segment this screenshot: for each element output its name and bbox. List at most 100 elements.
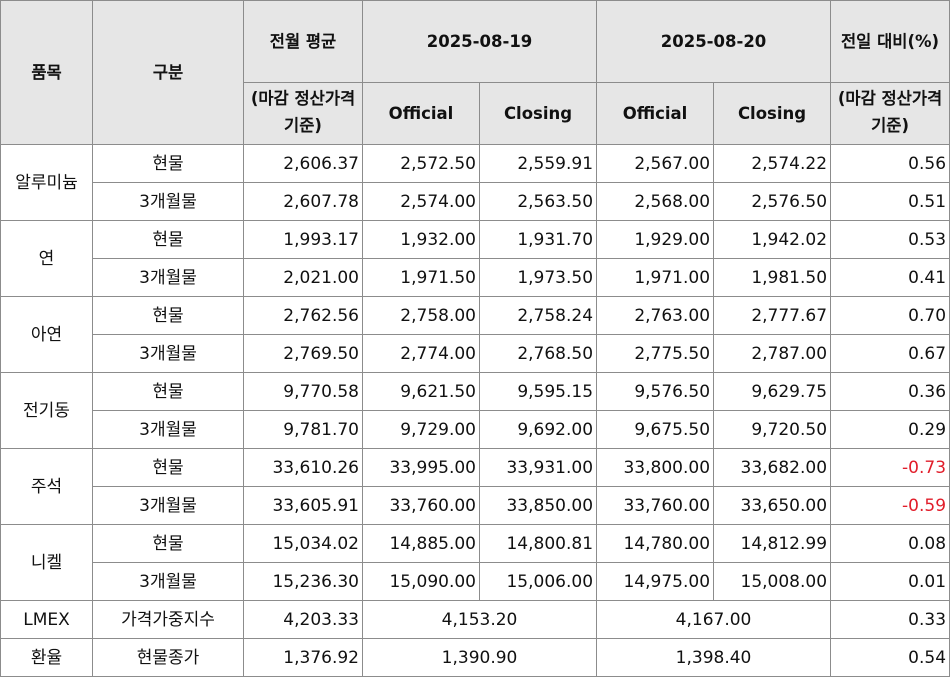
category-cell: 현물	[92, 296, 244, 335]
d1-official-cell: 2,758.00	[362, 296, 480, 335]
d2-closing-cell: 2,777.67	[713, 296, 832, 335]
header-item: 품목	[0, 0, 93, 145]
table-row: 주석 현물 33,610.26 33,995.00 33,931.00 33,800.00…	[0, 448, 951, 525]
change-cell: 0.51	[830, 182, 951, 221]
item-name: 전기동	[0, 372, 93, 449]
table-body: 알루미늄 현물 2,606.37 2,572.50 2,559.91 2,567.00 2,…	[0, 144, 951, 677]
change-cell: 0.01	[830, 562, 951, 601]
d1-closing-cell: 1,931.70	[478, 220, 598, 259]
d1-closing-cell: 2,563.50	[478, 182, 598, 221]
d2-closing-cell: 9,629.75	[713, 372, 832, 411]
d2-official-cell: 9,576.50	[596, 372, 715, 411]
d1-official-cell: 15,090.00	[362, 562, 480, 601]
d2-official-cell: 1,929.00	[596, 220, 715, 259]
d2-closing-cell: 15,008.00	[713, 562, 832, 601]
change-cell: -0.59	[830, 486, 951, 525]
d1-value-cell: 1,390.90	[361, 638, 598, 677]
header-change-note: (마감 정산가격 기준)	[830, 82, 951, 145]
d2-closing-cell: 1,981.50	[713, 258, 832, 297]
avg-cell: 2,606.37	[243, 144, 363, 183]
header-d2-closing: Closing	[713, 82, 832, 145]
d1-closing-cell: 14,800.81	[478, 524, 598, 563]
avg-cell: 9,770.58	[243, 372, 363, 411]
item-name: 알루미늄	[0, 144, 93, 221]
header-date-1: 2025-08-19	[361, 0, 598, 83]
table-row: LMEX 가격가중지수 4,203.33 4,153.20 4,167.00 0.33	[0, 600, 951, 639]
avg-cell: 2,021.00	[243, 258, 363, 297]
change-cell: 0.08	[830, 524, 951, 563]
category-cell: 3개월물	[92, 486, 244, 525]
category-cell: 3개월물	[92, 410, 244, 449]
item-name: 아연	[0, 296, 93, 373]
change-cell: 0.41	[830, 258, 951, 297]
d1-official-cell: 9,729.00	[362, 410, 480, 449]
category-cell: 현물	[92, 448, 244, 487]
d1-closing-cell: 2,758.24	[478, 296, 598, 335]
category-cell: 현물종가	[92, 638, 244, 677]
item-name: 주석	[0, 448, 93, 525]
d1-value-cell: 4,153.20	[361, 600, 598, 639]
change-cell: 0.54	[830, 638, 951, 677]
d2-closing-cell: 2,576.50	[713, 182, 832, 221]
d2-closing-cell: 2,787.00	[713, 334, 832, 373]
d2-closing-cell: 1,942.02	[713, 220, 832, 259]
d1-official-cell: 33,995.00	[362, 448, 480, 487]
d2-official-cell: 33,760.00	[596, 486, 715, 525]
category-cell: 3개월물	[92, 562, 244, 601]
d2-official-cell: 14,780.00	[596, 524, 715, 563]
header-date-2: 2025-08-20	[596, 0, 832, 83]
table-row: 3개월물 15,236.30 15,090.00 15,006.00 14,975.00…	[1, 562, 951, 601]
d1-official-cell: 9,621.50	[362, 372, 480, 411]
change-cell: 0.33	[830, 600, 951, 639]
change-cell: -0.73	[830, 448, 951, 487]
table-row: 알루미늄 현물 2,606.37 2,572.50 2,559.91 2,567.00 2,…	[0, 144, 951, 221]
d1-closing-cell: 33,850.00	[478, 486, 598, 525]
change-cell: 0.53	[830, 220, 951, 259]
table-row: 3개월물 9,781.70 9,729.00 9,692.00 9,675.50 9,72…	[1, 410, 951, 449]
d1-official-cell: 14,885.00	[362, 524, 480, 563]
d2-closing-cell: 33,650.00	[713, 486, 832, 525]
category-cell: 현물	[92, 524, 244, 563]
header-d2-official: Official	[596, 82, 715, 145]
d2-value-cell: 1,398.40	[596, 638, 832, 677]
d1-closing-cell: 9,692.00	[478, 410, 598, 449]
avg-cell: 2,769.50	[243, 334, 363, 373]
change-cell: 0.36	[830, 372, 951, 411]
change-cell: 0.56	[830, 144, 951, 183]
avg-cell: 9,781.70	[243, 410, 363, 449]
avg-cell: 15,236.30	[243, 562, 363, 601]
d1-official-cell: 2,572.50	[362, 144, 480, 183]
table-row: 환율 현물종가 1,376.92 1,390.90 1,398.40 0.54	[0, 638, 951, 677]
header-daily-change: 전일 대비(%)	[830, 0, 951, 83]
table-row: 3개월물 2,021.00 1,971.50 1,973.50 1,971.00 1,98…	[1, 258, 951, 297]
item-name: 연	[0, 220, 93, 297]
avg-cell: 33,605.91	[243, 486, 363, 525]
category-cell: 3개월물	[92, 258, 244, 297]
category-cell: 현물	[92, 372, 244, 411]
category-cell: 현물	[92, 144, 244, 183]
d2-official-cell: 2,775.50	[596, 334, 715, 373]
item-name: 니켈	[0, 524, 93, 601]
item-name: LMEX	[0, 600, 93, 639]
change-cell: 0.29	[830, 410, 951, 449]
d2-closing-cell: 14,812.99	[713, 524, 832, 563]
d1-closing-cell: 9,595.15	[478, 372, 598, 411]
category-cell: 3개월물	[92, 334, 244, 373]
category-cell: 현물	[92, 220, 244, 259]
d1-official-cell: 2,774.00	[362, 334, 480, 373]
d2-value-cell: 4,167.00	[596, 600, 832, 639]
header-monthly-avg-note: (마감 정산가격 기준)	[243, 82, 363, 145]
table-row: 니켈 현물 15,034.02 14,885.00 14,800.81 14,780.00…	[0, 524, 951, 601]
avg-cell: 15,034.02	[243, 524, 363, 563]
d2-closing-cell: 2,574.22	[713, 144, 832, 183]
d1-official-cell: 2,574.00	[362, 182, 480, 221]
category-cell: 가격가중지수	[92, 600, 244, 639]
header-category: 구분	[92, 0, 244, 145]
d2-official-cell: 9,675.50	[596, 410, 715, 449]
table-row: 연 현물 1,993.17 1,932.00 1,931.70 1,929.00 1,942…	[0, 220, 951, 297]
d1-closing-cell: 2,559.91	[478, 144, 598, 183]
d1-official-cell: 33,760.00	[362, 486, 480, 525]
d1-closing-cell: 33,931.00	[478, 448, 598, 487]
avg-cell: 33,610.26	[243, 448, 363, 487]
